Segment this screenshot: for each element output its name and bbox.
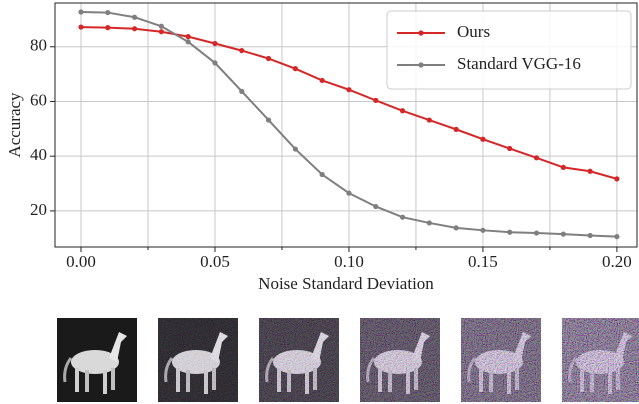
data-point bbox=[265, 55, 272, 62]
data-point bbox=[105, 9, 111, 16]
noisy-images bbox=[55, 316, 639, 404]
data-point bbox=[158, 23, 164, 29]
data-point bbox=[587, 232, 593, 239]
data-point bbox=[319, 171, 325, 178]
y-tick-label: 20 bbox=[30, 200, 47, 219]
data-point bbox=[105, 25, 111, 31]
plot-frame bbox=[54, 2, 638, 248]
legend-marker bbox=[418, 62, 424, 68]
data-point bbox=[426, 220, 432, 226]
y-tick-label: 80 bbox=[30, 36, 47, 55]
data-point bbox=[399, 214, 406, 220]
data-point bbox=[131, 26, 138, 32]
data-point bbox=[453, 126, 459, 132]
x-tick-label: 0.05 bbox=[200, 252, 230, 271]
legend-marker bbox=[418, 30, 424, 36]
data-point bbox=[533, 155, 540, 161]
data-point bbox=[614, 234, 620, 240]
data-point bbox=[587, 168, 593, 174]
data-point bbox=[78, 9, 84, 15]
data-point bbox=[346, 87, 352, 93]
data-point bbox=[373, 203, 379, 210]
legend: Ours Standard VGG-16 bbox=[386, 10, 632, 90]
data-point bbox=[533, 230, 540, 236]
data-point bbox=[185, 39, 191, 45]
data-point bbox=[239, 47, 245, 54]
legend-label: Ours bbox=[457, 22, 490, 41]
legend-label: Standard VGG-16 bbox=[457, 54, 581, 73]
data-point bbox=[507, 229, 513, 235]
x-axis-label: Noise Standard Deviation bbox=[258, 274, 434, 293]
data-point bbox=[480, 136, 486, 142]
y-axis-label: Accuracy bbox=[5, 92, 24, 158]
data-point bbox=[78, 24, 84, 30]
data-point bbox=[453, 225, 459, 231]
data-point bbox=[131, 14, 138, 20]
data-point bbox=[507, 145, 513, 152]
data-point bbox=[560, 164, 566, 170]
data-point bbox=[614, 176, 620, 182]
data-point bbox=[373, 97, 379, 103]
y-tick-label: 60 bbox=[30, 90, 47, 109]
x-tick-label: 0.15 bbox=[468, 252, 498, 271]
data-point bbox=[399, 108, 406, 114]
y-tick-label: 40 bbox=[30, 145, 47, 164]
data-point bbox=[426, 117, 432, 123]
data-point bbox=[212, 60, 218, 66]
data-point bbox=[292, 146, 298, 152]
x-tick-label: 0.10 bbox=[334, 252, 364, 271]
data-point bbox=[346, 190, 352, 196]
data-point bbox=[185, 34, 191, 40]
data-point bbox=[319, 77, 325, 84]
legend-box bbox=[386, 10, 632, 90]
data-point bbox=[560, 231, 566, 237]
x-tick-label: 0.00 bbox=[66, 252, 96, 271]
data-point bbox=[158, 29, 164, 35]
data-point bbox=[292, 66, 298, 72]
data-point bbox=[265, 117, 272, 123]
data-point bbox=[212, 40, 218, 47]
data-point bbox=[480, 227, 486, 233]
x-tick-label: 0.20 bbox=[602, 252, 632, 271]
data-point bbox=[239, 88, 245, 94]
